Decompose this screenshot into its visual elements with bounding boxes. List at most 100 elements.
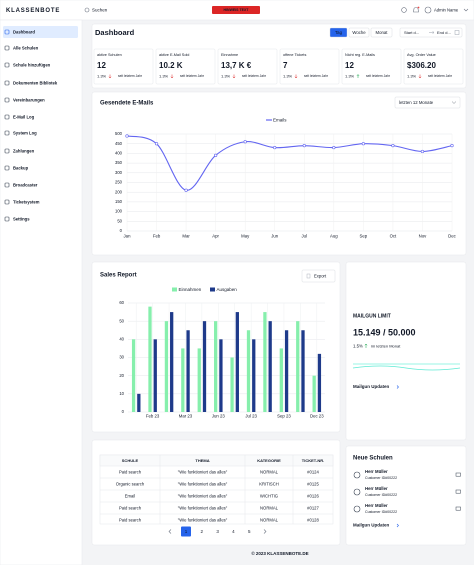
bar <box>170 312 174 412</box>
stat-card <box>93 48 154 85</box>
y-tick-label: 60 <box>119 300 124 305</box>
stat-change: 1.3% <box>345 73 355 78</box>
data-point <box>243 140 247 144</box>
progress-wave <box>352 365 461 371</box>
sidebar-item[interactable]: Broadcaster <box>13 182 38 187</box>
period-label: Tag <box>335 30 343 35</box>
sidebar-item[interactable]: Schule hinzufügen <box>13 62 51 67</box>
page-number[interactable]: 3 <box>216 529 219 534</box>
stat-label: aktive Schulen <box>97 53 122 57</box>
table-cell: #0124 <box>307 469 319 474</box>
export-label: Export <box>314 273 327 278</box>
stat-change: 1.3% <box>159 73 169 78</box>
date-end: End d... <box>437 30 451 35</box>
trend-arrow <box>294 74 298 79</box>
page-number[interactable]: 1 <box>185 529 188 534</box>
stat-change: 1.3% <box>97 73 107 78</box>
settings-icon[interactable] <box>401 7 407 13</box>
bar <box>301 330 305 412</box>
stat-value: 10.2 K <box>159 61 183 70</box>
school-name: Herr Müller <box>365 469 388 474</box>
sidebar-icon <box>4 165 10 171</box>
stat-value: 13,7 K € <box>221 61 252 70</box>
bar <box>279 348 283 412</box>
sidebar-item[interactable]: Dokumenten Bibliotek <box>13 80 58 85</box>
sidebar-active <box>3 26 78 38</box>
sidebar-item[interactable]: Ticketsystem <box>13 199 40 204</box>
table-cell: "Wie funktioniert das alles" <box>178 517 228 522</box>
trend-arrow <box>364 343 368 348</box>
sidebar-item[interactable]: Dashboard <box>13 29 35 34</box>
column-header: THEMA <box>195 458 209 463</box>
sidebar-icon <box>4 182 10 188</box>
bar <box>284 330 289 412</box>
page-number[interactable]: 5 <box>248 529 251 534</box>
sidebar-icon <box>4 130 10 136</box>
chevron <box>463 8 469 12</box>
data-point <box>184 188 188 192</box>
period-button[interactable] <box>329 27 348 38</box>
avatar[interactable] <box>424 6 432 14</box>
page-active[interactable] <box>181 526 191 537</box>
sidebar-icon <box>4 80 10 86</box>
page-prev[interactable] <box>168 529 172 534</box>
trend-arrow <box>356 74 360 78</box>
sidebar-item[interactable]: E-Mail Log <box>13 114 35 119</box>
sidebar-icon <box>4 29 10 35</box>
column-header: KATEGORIE <box>257 458 281 463</box>
x-tick-label: Dec <box>448 234 456 239</box>
y-tick-label: 350 <box>115 160 123 165</box>
x-tick-label: Sep 23 <box>277 414 291 419</box>
notice-button[interactable] <box>212 6 260 14</box>
stat-card <box>279 48 340 85</box>
table-cell: #0126 <box>307 493 319 498</box>
mailgun-link[interactable]: Mailgun Updaten <box>353 384 389 389</box>
page-number[interactable]: 4 <box>232 529 235 534</box>
sidebar-item[interactable]: Settings <box>13 216 30 221</box>
school-avatar <box>353 471 361 479</box>
period-button[interactable] <box>348 27 370 38</box>
trend-arrow <box>170 74 174 79</box>
sidebar-item[interactable]: System Log <box>13 130 37 135</box>
bar <box>197 348 201 412</box>
x-tick-label: Oct <box>390 234 397 239</box>
x-tick-label: Jun 23 <box>212 414 226 419</box>
user-name[interactable]: Admin Name <box>434 8 459 13</box>
bell-icon[interactable] <box>413 6 419 13</box>
stat-label: aktive E-Mail Sold <box>159 53 189 57</box>
search-input[interactable]: Suchen <box>92 8 108 13</box>
bar <box>317 353 322 412</box>
table-cell: "Wie funktioniert das alles" <box>178 493 228 498</box>
bar <box>230 357 234 412</box>
period-button[interactable] <box>370 27 393 38</box>
page-number[interactable]: 2 <box>201 529 204 534</box>
data-point <box>332 145 336 150</box>
legend-swatch <box>210 287 215 292</box>
mail-icon[interactable] <box>455 506 461 511</box>
mail-icon[interactable] <box>455 472 461 477</box>
bar <box>235 312 239 412</box>
sidebar-item[interactable]: Zahlungen <box>13 148 35 153</box>
school-avatar <box>353 505 361 513</box>
dashboard-title: Dashboard <box>95 28 135 37</box>
mail-icon[interactable] <box>455 489 461 494</box>
y-tick-label: 0 <box>122 409 125 414</box>
table-cell: Paid search <box>119 505 142 510</box>
table-body: Paid search "Wie funktioniert das alles" N… <box>100 469 333 522</box>
table-cell: "Wie funktioniert das alles" <box>178 481 228 486</box>
range-select[interactable] <box>394 96 461 109</box>
legend-label: Ausgaben <box>217 287 238 292</box>
legend-swatch <box>172 287 177 292</box>
y-tick-label: 300 <box>115 170 123 175</box>
x-tick-label: Mar 23 <box>179 414 193 419</box>
page-next[interactable] <box>263 529 267 534</box>
schools-link[interactable]: Mailgun Updaten <box>353 523 389 528</box>
chevron <box>451 101 457 104</box>
sidebar-item[interactable]: Alle Schulen <box>13 45 39 50</box>
table-cell: WICHTIG <box>260 493 278 498</box>
trend-arrow <box>232 74 236 79</box>
period-label: Woche <box>352 30 366 35</box>
export-button[interactable] <box>301 269 336 283</box>
sidebar-item[interactable]: Backup <box>13 165 29 170</box>
sidebar-item[interactable]: Vereinbarungen <box>13 97 45 102</box>
